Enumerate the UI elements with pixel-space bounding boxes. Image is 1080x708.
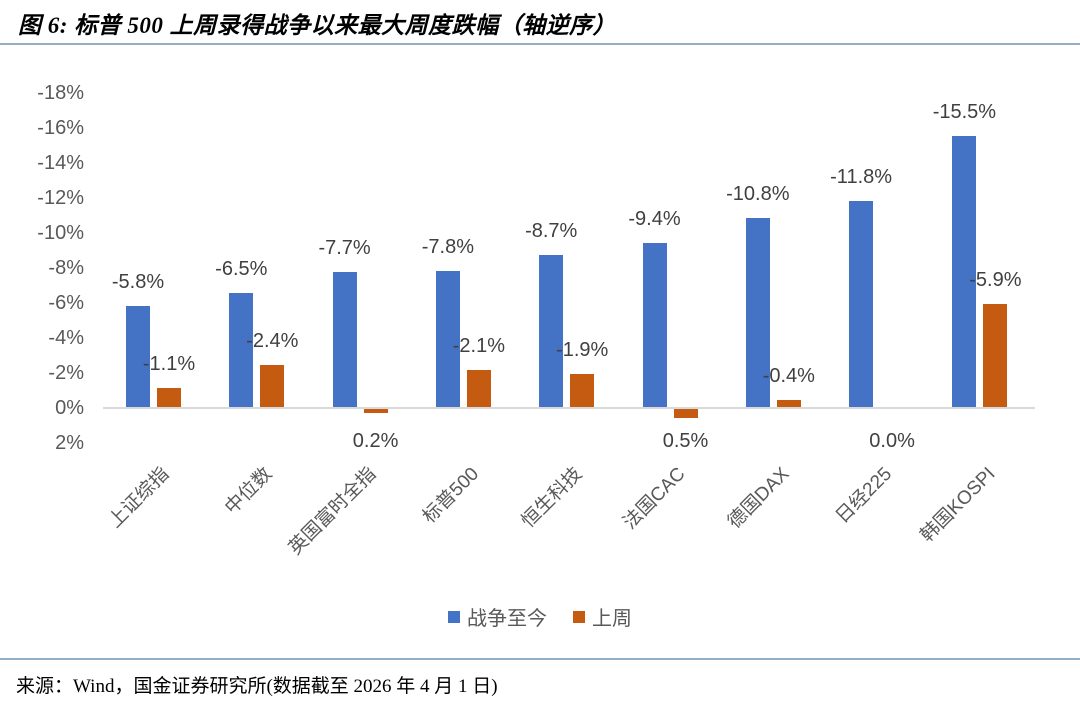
y-axis-tick-label: -18%	[37, 82, 84, 104]
bar-s0-c4	[539, 254, 564, 407]
zero-axis-line	[103, 407, 1035, 409]
chart-legend: 战争至今 上周	[0, 602, 1080, 631]
bar-value-label-s0-c2: -7.7%	[318, 237, 371, 260]
bar-s0-c6	[745, 218, 770, 407]
bar-value-label-s0-c6: -10.8%	[726, 183, 790, 205]
legend-item-s1: 上周	[573, 602, 632, 631]
bar-s1-c4	[570, 373, 595, 407]
bar-s0-c7	[849, 200, 874, 407]
bar-s0-c3	[435, 270, 460, 407]
legend-item-s0: 战争至今	[448, 602, 547, 631]
x-category-label-1: 中位数	[221, 463, 277, 519]
bar-s0-c8	[952, 135, 977, 407]
bar-value-label-s0-c7: -11.8%	[830, 165, 893, 188]
bar-value-label-s1-c4: -1.9%	[556, 338, 609, 361]
x-category-label-0: 上证综指	[104, 463, 174, 533]
x-category-label-5: 法国CAC	[619, 463, 690, 534]
figure-title: 图 6: 标普 500 上周录得战争以来最大周度跌幅（轴逆序）	[18, 13, 617, 38]
x-category-label-3: 标普500	[419, 463, 484, 528]
bar-value-label-s0-c0: -5.8%	[111, 270, 165, 293]
x-category-label-7: 日经225	[832, 463, 897, 528]
y-axis-tick-label: 2%	[55, 432, 84, 454]
bar-s1-c8	[983, 303, 1008, 407]
bar-s0-c0	[126, 305, 150, 407]
y-axis-tick-label: -2%	[48, 362, 84, 384]
y-axis-tick-label: -4%	[48, 327, 84, 349]
x-category-label-2: 英国富时全指	[284, 463, 380, 560]
bar-value-label-s1-c7: 0.0%	[869, 430, 915, 452]
bar-value-label-s0-c8: -15.5%	[932, 100, 997, 123]
x-category-label-4: 恒生科技	[517, 463, 587, 533]
y-axis-tick-label: -6%	[48, 292, 84, 314]
bar-s0-c1	[229, 293, 254, 407]
bar-value-label-s1-c2: 0.2%	[352, 430, 399, 452]
bar-s1-c2	[363, 409, 388, 413]
x-category-label-8: 韩国KOSPI	[917, 463, 1000, 547]
source-note: 来源：Wind，国金证券研究所(数据截至 2026 年 4 月 1 日)	[16, 676, 498, 697]
x-category-label-6: 德国DAX	[723, 463, 794, 533]
legend-color-swatch-icon	[448, 610, 460, 623]
legend-label-s0: 战争至今	[467, 608, 547, 630]
y-axis-tick-label: -8%	[48, 257, 84, 279]
title-divider-line	[0, 43, 1080, 45]
y-axis-tick-label: 0%	[55, 397, 84, 419]
bar-value-label-s0-c4: -8.7%	[525, 219, 578, 242]
bar-value-label-s1-c8: -5.9%	[969, 268, 1022, 291]
bar-s0-c2	[332, 272, 357, 407]
bar-value-label-s1-c6: -0.4%	[762, 365, 815, 387]
bar-value-label-s1-c3: -2.1%	[452, 335, 506, 358]
y-axis-tick-label: -12%	[37, 187, 84, 209]
bar-value-label-s0-c3: -7.8%	[421, 235, 475, 258]
bar-value-label-s1-c5: 0.5%	[662, 430, 709, 452]
y-axis-tick-label: -10%	[37, 222, 84, 244]
footer-divider-line	[0, 658, 1080, 660]
legend-label-s1: 上周	[592, 608, 632, 630]
bar-value-label-s0-c5: -9.4%	[628, 207, 681, 230]
bar-s1-c1	[260, 365, 285, 407]
bar-s1-c6	[776, 400, 801, 407]
bar-s1-c0	[157, 387, 181, 407]
bar-s0-c5	[642, 242, 667, 407]
bar-value-label-s1-c1: -2.4%	[246, 330, 299, 352]
bar-value-label-s1-c0: -1.1%	[142, 352, 196, 375]
y-axis-tick-label: -14%	[37, 152, 84, 174]
bar-s1-c3	[466, 370, 491, 407]
legend-color-swatch-icon	[573, 610, 585, 623]
bar-value-label-s0-c1: -6.5%	[215, 258, 268, 281]
bar-s1-c5	[673, 409, 698, 418]
y-axis-tick-label: -16%	[37, 117, 84, 139]
